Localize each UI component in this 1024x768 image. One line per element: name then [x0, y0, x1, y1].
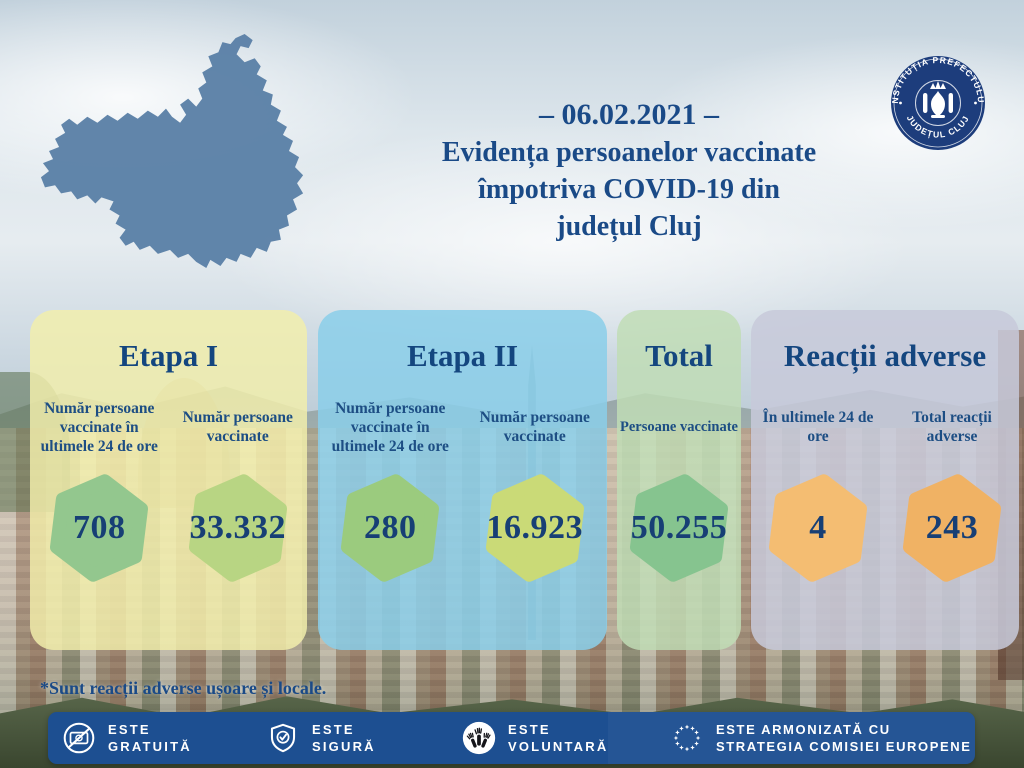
coat-of-arms-icon: [923, 81, 953, 118]
stat-hexagon: 708: [48, 472, 150, 584]
stat-label: În ultimele 24 de ore: [762, 409, 874, 445]
panel-etapa-1-title: Etapa I: [118, 338, 219, 373]
page-title-line-1: Evidența persoanelor vaccinate: [441, 137, 817, 168]
page-title-line-3: județul Cluj: [556, 211, 702, 242]
stat-value: 708: [73, 509, 126, 546]
panel-etapa-2-title: Etapa II: [406, 338, 519, 373]
stat-value: 243: [925, 509, 979, 546]
stat-label: Număr persoane vaccinate în ultimele 24 …: [331, 399, 449, 455]
stat-value: 16.923: [486, 509, 583, 546]
etapa2-total-stat: Număr persoane vaccinate 16.923: [463, 390, 608, 584]
footer-item-voluntara: ESTE VOLUNTARĂ: [462, 721, 608, 755]
eu-stars-icon: [673, 724, 701, 752]
stat-label: Număr persoane vaccinate: [182, 409, 293, 445]
stat-hexagon: 16.923: [484, 472, 586, 584]
stat-label: Număr persoane vaccinate în ultimele 24 …: [40, 399, 158, 455]
stat-value: 4: [809, 509, 827, 546]
panel-etapa-1: Etapa I Număr persoane vaccinate în ulti…: [30, 310, 307, 650]
footnote: *Sunt reacții adverse ușoare și locale.: [40, 678, 327, 698]
panel-etapa-2: Etapa II Număr persoane vaccinate în ult…: [318, 310, 607, 650]
raised-hands-icon: [462, 721, 496, 755]
stat-hexagon: 280: [339, 472, 441, 584]
footer-label: ESTE VOLUNTARĂ: [508, 722, 609, 754]
footer-item-eu: ESTE ARMONIZATĂ CU STRATEGIA COMISIEI EU…: [670, 721, 972, 755]
reactii-total-stat: Total reacții adverse 243: [885, 390, 1019, 584]
reactii-last24h-stat: În ultimele 24 de ore 4: [751, 390, 885, 584]
panel-total-title: Total: [645, 338, 713, 373]
stat-hexagon: 50.255: [628, 472, 730, 584]
stat-value: 33.332: [189, 509, 286, 546]
stat-hexagon: 33.332: [187, 472, 289, 584]
panel-reactii-adverse: Reacții adverse În ultimele 24 de ore 4 …: [751, 310, 1019, 650]
money-crossed-icon: [63, 722, 95, 754]
footer-label: ESTE ARMONIZATĂ CU STRATEGIA COMISIEI EU…: [716, 722, 972, 754]
etapa2-last24h-stat: Număr persoane vaccinate în ultimele 24 …: [318, 390, 463, 584]
shield-check-icon: [270, 723, 296, 753]
total-vaccinated-stat: Persoane vaccinate 50.255: [617, 390, 741, 584]
prefecture-logo: INSTITUȚIA PREFECTULUI JUDEȚUL CLUJ: [888, 53, 985, 150]
footer-item-gratuita: ESTE GRATUITĂ: [62, 721, 192, 755]
etapa1-last24h-stat: Număr persoane vaccinate în ultimele 24 …: [30, 390, 169, 584]
page-title-line-2: împotriva COVID-19 din: [478, 174, 780, 205]
stat-value: 50.255: [630, 509, 728, 546]
title-block: – 06.02.2021 – Evidența persoanelor vacc…: [368, 96, 890, 245]
footer-label: ESTE GRATUITĂ: [108, 722, 192, 754]
panel-total: Total Persoane vaccinate 50.255: [617, 310, 741, 650]
footer-item-sigura: ESTE SIGURĂ: [266, 721, 376, 755]
panel-reactii-adverse-title: Reacții adverse: [783, 338, 987, 373]
footer-bar: ESTE GRATUITĂ ESTE SIGURĂ: [48, 712, 975, 764]
report-date: – 06.02.2021 –: [539, 98, 719, 131]
stat-hexagon: 243: [901, 472, 1003, 584]
stat-hexagon: 4: [767, 472, 869, 584]
stat-label: Număr persoane vaccinate: [479, 409, 590, 445]
footer-label: ESTE SIGURĂ: [312, 722, 376, 754]
etapa1-total-stat: Număr persoane vaccinate 33.332: [169, 390, 308, 584]
stat-label: Total reacții adverse: [912, 409, 992, 445]
cluj-county-map-icon: [40, 34, 304, 268]
stat-value: 280: [364, 509, 417, 546]
stat-label: Persoane vaccinate: [620, 418, 738, 435]
